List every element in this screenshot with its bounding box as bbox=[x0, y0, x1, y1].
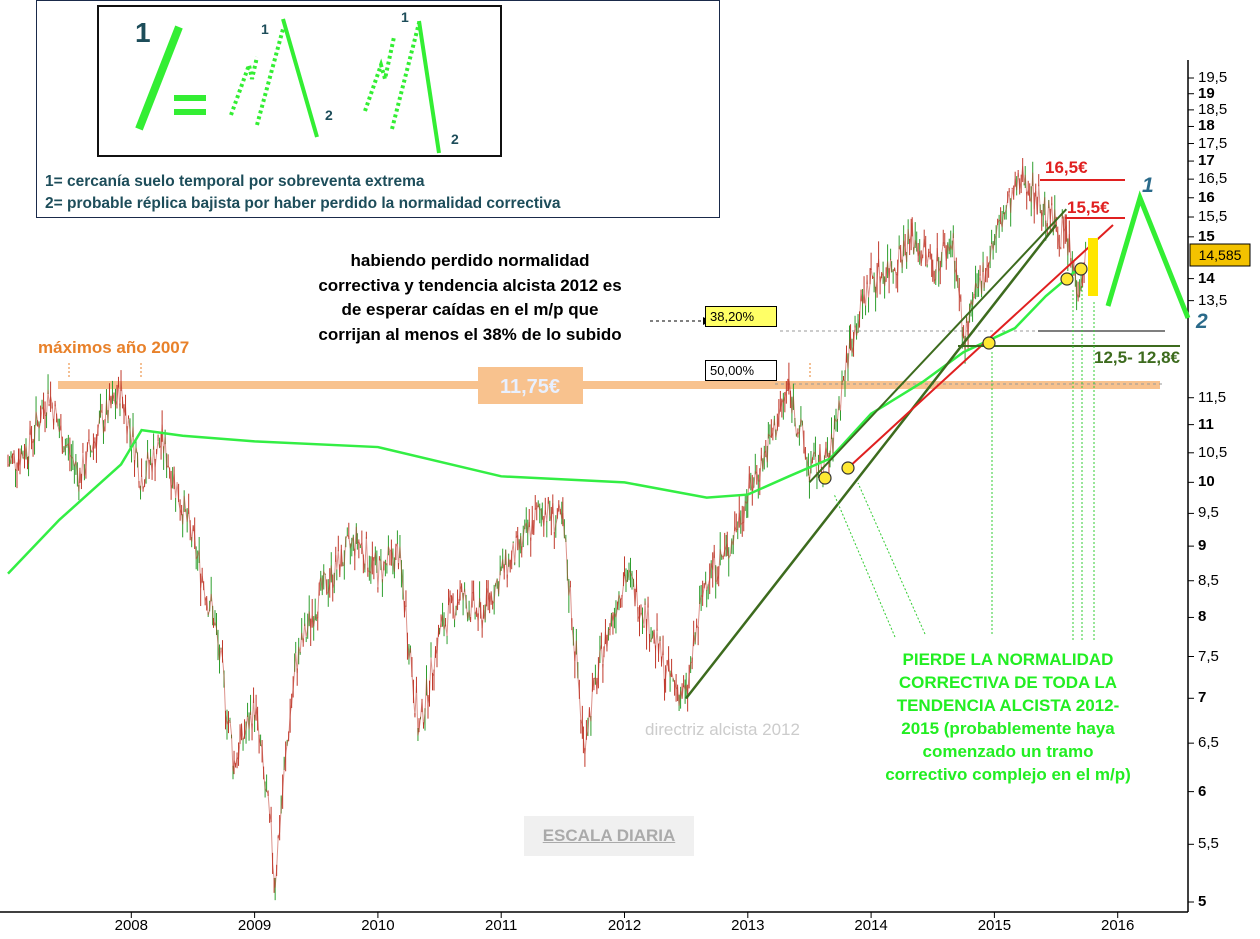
x-tick-label: 2014 bbox=[854, 917, 888, 934]
pierde-line-1: PIERDE LA NORMALIDAD bbox=[902, 650, 1114, 669]
level-165-label: 16,5€ bbox=[1045, 158, 1088, 177]
pierde-line-3: TENDENCIA ALCISTA 2012- bbox=[896, 696, 1120, 715]
y-tick-label: 18,5 bbox=[1198, 100, 1228, 118]
y-tick-label: 6 bbox=[1198, 782, 1207, 800]
legend-diagram: 1 1 1 2 2 bbox=[97, 5, 502, 157]
y-tick-label: 13,5 bbox=[1198, 291, 1228, 309]
x-tick-label: 2012 bbox=[607, 917, 642, 934]
x-tick-label: 2009 bbox=[237, 917, 272, 934]
trendline-2013 bbox=[808, 208, 1068, 484]
y-tick-label: 18 bbox=[1198, 117, 1215, 135]
legend-line-1: 1= cercanía suelo temporal por sobrevent… bbox=[45, 173, 425, 190]
y-tick-label: 6,5 bbox=[1198, 734, 1219, 752]
touch-point-1 bbox=[818, 471, 832, 485]
pierde-line-2: CORRECTIVA DE TODA LA bbox=[898, 673, 1118, 692]
touch-point-3 bbox=[982, 336, 996, 350]
pierde-arrow-2 bbox=[833, 493, 896, 638]
x-tick-label: 2011 bbox=[485, 917, 518, 934]
pierde-line-6: correctivo complejo en el m/p) bbox=[885, 765, 1131, 784]
pierde-text: PIERDE LA NORMALIDAD CORRECTIVA DE TODA … bbox=[858, 648, 1158, 786]
y-tick-label: 19,5 bbox=[1198, 69, 1228, 86]
price-series bbox=[7, 166, 1087, 888]
level-1175-band bbox=[58, 381, 1160, 389]
x-tick-label: 2010 bbox=[361, 917, 395, 934]
projection-marker-2: 2 bbox=[1196, 310, 1208, 333]
moving-average-line bbox=[7, 269, 1078, 575]
target-label: 12,5- 12,8€ bbox=[1094, 348, 1181, 367]
projection-zigzag bbox=[1105, 190, 1191, 319]
level-155-label: 15,5€ bbox=[1067, 198, 1110, 217]
y-tick-label: 17,5 bbox=[1198, 134, 1228, 152]
legend-label-1b: 1 bbox=[261, 21, 269, 37]
y-tick-label: 10,5 bbox=[1198, 443, 1228, 461]
pierde-arrow-1 bbox=[857, 482, 926, 635]
y-tick-label: 5,5 bbox=[1198, 835, 1219, 853]
last-price-label: 14,585 bbox=[1199, 247, 1242, 263]
legend-label-1c: 1 bbox=[401, 9, 409, 25]
fib-50-tag: 50,00% bbox=[705, 360, 777, 381]
y-tick-label: 15 bbox=[1198, 227, 1215, 245]
x-tick-label: 2013 bbox=[731, 917, 765, 934]
y-tick-label: 9,5 bbox=[1198, 504, 1219, 522]
legend-diagram-svg bbox=[135, 18, 441, 154]
fib-382-tag: 38,20% bbox=[705, 306, 777, 327]
x-tick-label: 2015 bbox=[977, 917, 1012, 934]
expectation-line-1: habiendo perdido normalidad bbox=[350, 251, 590, 270]
x-tick-label: 2016 bbox=[1101, 917, 1135, 934]
y-tick-label: 15,5 bbox=[1198, 207, 1228, 225]
y-tick-label: 14 bbox=[1198, 269, 1215, 287]
legend-label-2b: 2 bbox=[451, 131, 459, 147]
legend-line-2: 2= probable réplica bajista por haber pe… bbox=[45, 195, 561, 212]
escala-label: ESCALA DIARIA bbox=[524, 816, 694, 856]
y-tick-label: 11,5 bbox=[1198, 388, 1227, 406]
y-tick-label: 10 bbox=[1198, 473, 1215, 491]
trendline-2012 bbox=[685, 224, 1058, 700]
touch-point-2 bbox=[841, 461, 855, 475]
touch-point-4 bbox=[1060, 272, 1074, 286]
y-tick-label: 19 bbox=[1198, 84, 1215, 102]
y-tick-label: 8 bbox=[1198, 608, 1207, 626]
y-tick-label: 16 bbox=[1198, 188, 1215, 206]
projection-marker-1: 1 bbox=[1142, 174, 1154, 197]
x-tick-label: 2008 bbox=[114, 917, 148, 934]
legend-label-2a: 2 bbox=[325, 107, 333, 123]
level-1175-label: 11,75€ bbox=[500, 376, 560, 398]
y-tick-label: 7,5 bbox=[1198, 647, 1219, 665]
expectation-line-4: corrijan al menos el 38% de lo subido bbox=[318, 324, 622, 344]
pierde-line-4: 2015 (probablemente haya bbox=[901, 719, 1115, 738]
pierde-line-5: comenzado un tramo bbox=[922, 742, 1094, 761]
y-tick-label: 16,5 bbox=[1198, 170, 1228, 188]
directriz-label: directriz alcista 2012 bbox=[645, 720, 800, 739]
y-tick-label: 5 bbox=[1198, 893, 1207, 910]
level-1175-box bbox=[478, 367, 583, 404]
legend-label-1: 1 bbox=[135, 17, 151, 48]
expectation-line-3: de esperar caídas en el m/p que bbox=[341, 300, 599, 319]
y-tick-label: 11 bbox=[1198, 415, 1214, 433]
highlight-bar bbox=[1088, 238, 1098, 296]
legend-box: 1 1 1 2 2 1= cercanía suelo temporal por… bbox=[36, 0, 720, 218]
y-tick-label: 7 bbox=[1198, 689, 1207, 707]
y-tick-label: 9 bbox=[1198, 537, 1207, 555]
last-price-tag bbox=[1189, 243, 1251, 267]
expectation-text: habiendo perdido normalidad correctiva y… bbox=[290, 249, 650, 347]
touch-point-5 bbox=[1074, 262, 1088, 276]
maximos-label: máximos año 2007 bbox=[38, 338, 190, 357]
y-tick-label: 8,5 bbox=[1198, 571, 1219, 589]
y-tick-label: 17 bbox=[1198, 152, 1215, 170]
expectation-line-2: correctiva y tendencia alcista 2012 es bbox=[318, 275, 622, 295]
